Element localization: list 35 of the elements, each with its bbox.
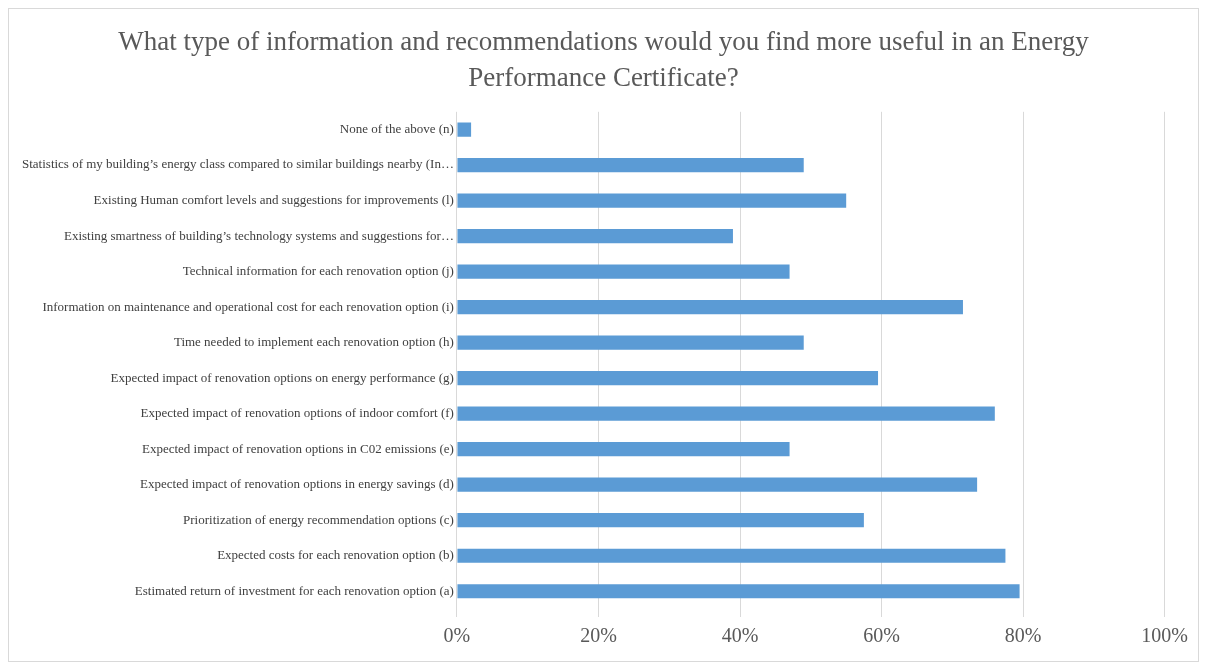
y-tick-label: Existing Human comfort levels and suggestions for improvements (l): [93, 192, 454, 208]
bar: [457, 157, 804, 173]
y-tick-label: Estimated return of investment for each renovation option (a): [134, 582, 454, 598]
y-tick-label: Expected impact of renovation options in energy savings (d): [140, 476, 454, 492]
y-tick-label: Time needed to implement each renovation option (h): [173, 334, 454, 350]
x-tick-label: 60%: [863, 624, 900, 647]
bar: [457, 442, 790, 457]
y-tick-label: Prioritization of energy recommendation options (c): [183, 511, 454, 527]
bar: [457, 229, 733, 244]
y-tick-label: Technical information for each renovation option (j): [182, 263, 454, 279]
x-tick-label: 20%: [580, 624, 617, 647]
y-tick-label: Expected impact of renovation options on energy performance (g): [110, 369, 454, 385]
x-tick-label: 100%: [1141, 624, 1189, 647]
bar: [457, 122, 472, 137]
bar: [457, 477, 978, 492]
chart-title: What type of information and recommendations would you find more useful in an Energy Performance Certificate?: [117, 25, 1090, 94]
bar: [457, 193, 847, 208]
y-tick-label: Existing smartness of building’s technology systems and suggestions for…: [63, 227, 454, 243]
bar: [457, 406, 995, 421]
y-tick-label: Expected impact of renovation options in C02 emissions (e): [142, 440, 454, 456]
y-tick-label: Expected costs for each renovation option (b): [217, 547, 454, 563]
y-tick-label: Expected impact of renovation options of indoor comfort (f): [140, 405, 454, 421]
y-tick-label: Statistics of my building’s energy class compared to similar buildings nearby (In…: [21, 156, 454, 172]
bar: [457, 371, 879, 386]
bar: [457, 548, 1006, 563]
bar: [457, 584, 1020, 599]
bar: [457, 300, 963, 315]
x-tick-label: 0%: [443, 624, 471, 647]
y-tick-label: Information on maintenance and operational cost for each renovation option (i): [42, 298, 454, 314]
bar: [457, 335, 804, 350]
x-tick-label: 80%: [1004, 624, 1042, 647]
bar: [457, 513, 864, 528]
y-tick-label: None of the above (n): [339, 120, 454, 136]
x-tick-label: 40%: [721, 624, 759, 647]
bar: [457, 264, 790, 279]
